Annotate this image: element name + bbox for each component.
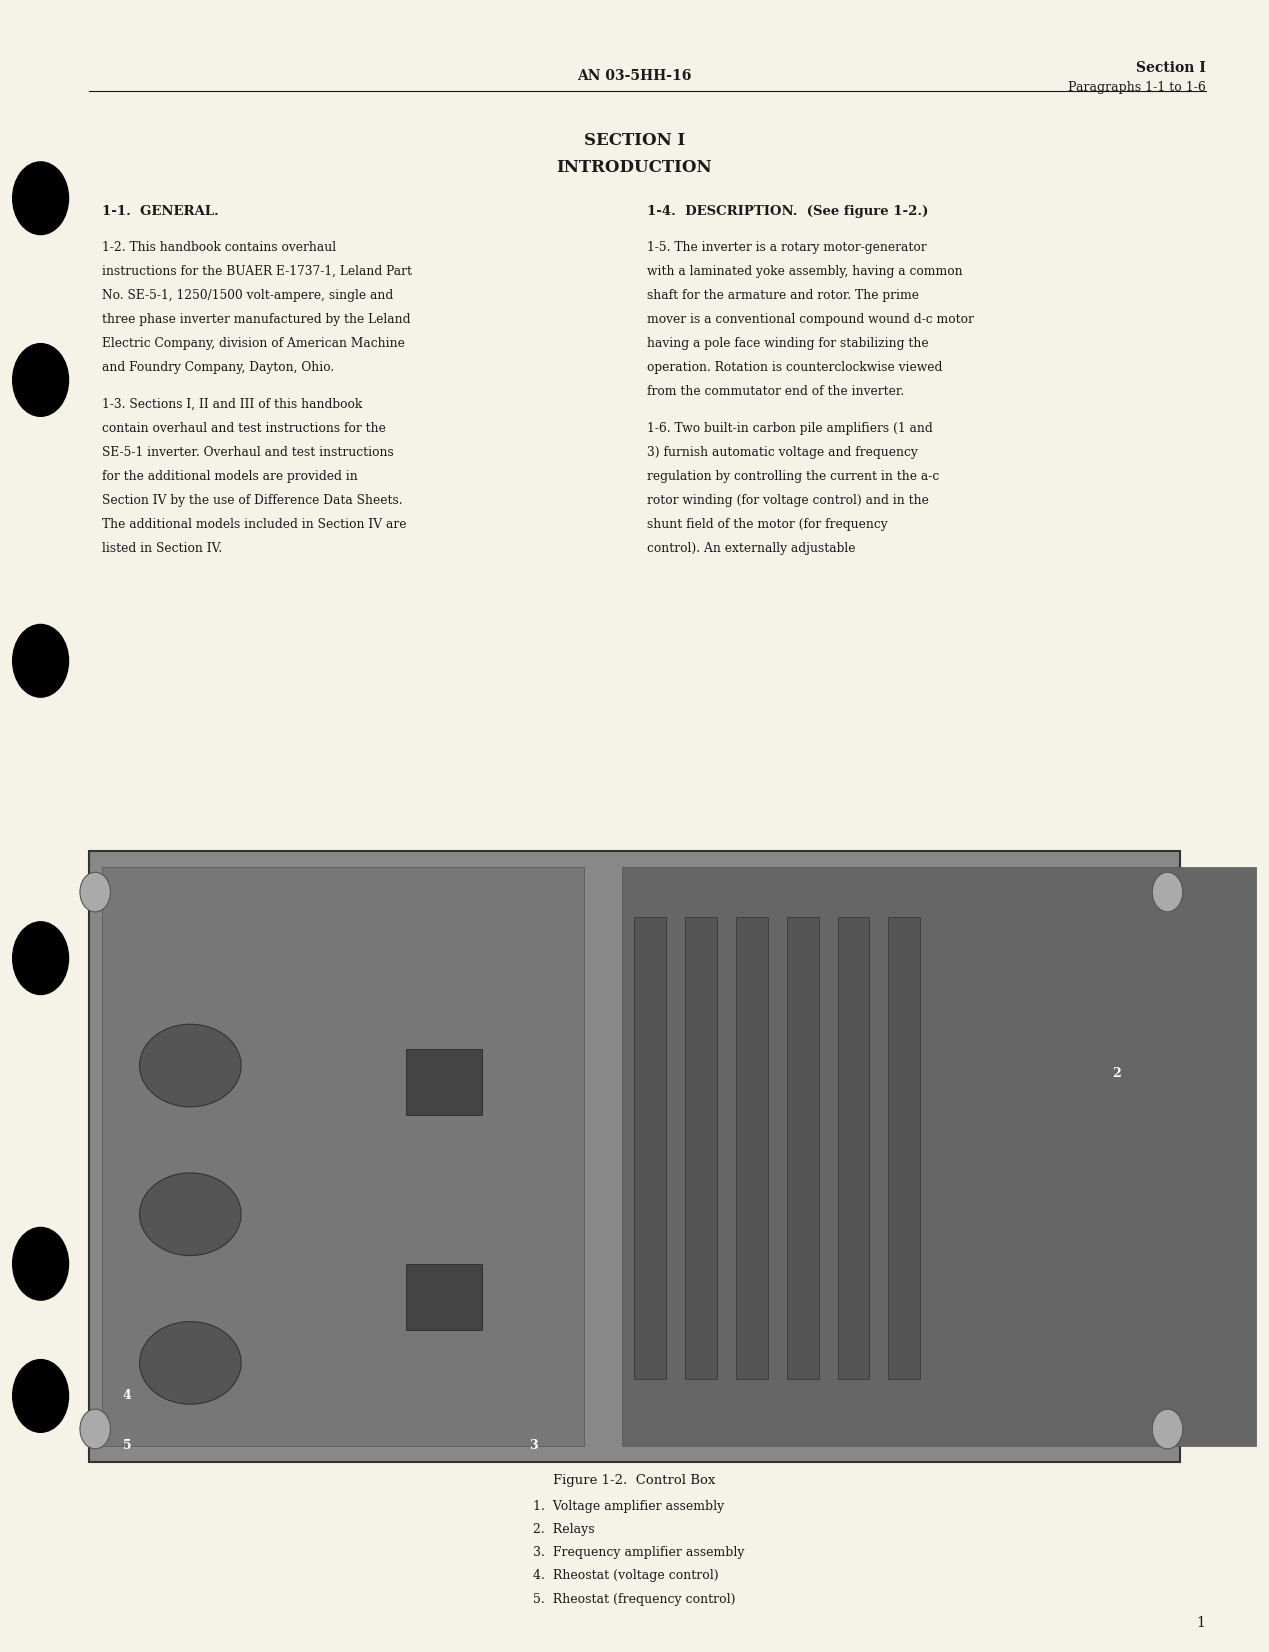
Text: 1: 1 — [1197, 1616, 1206, 1629]
Text: 1-3. Sections I, II and III of this handbook: 1-3. Sections I, II and III of this hand… — [102, 398, 362, 411]
Text: 3.  Frequency amplifier assembly: 3. Frequency amplifier assembly — [533, 1546, 745, 1559]
Ellipse shape — [140, 1322, 241, 1404]
Text: control). An externally adjustable: control). An externally adjustable — [647, 542, 855, 555]
Text: No. SE-5-1, 1250/1500 volt-ampere, single and: No. SE-5-1, 1250/1500 volt-ampere, singl… — [102, 289, 393, 302]
Circle shape — [13, 1227, 69, 1300]
Text: 1.  Voltage amplifier assembly: 1. Voltage amplifier assembly — [533, 1500, 725, 1513]
Text: INTRODUCTION: INTRODUCTION — [557, 159, 712, 175]
Text: 3: 3 — [529, 1439, 537, 1452]
Text: Figure 1-2.  Control Box: Figure 1-2. Control Box — [553, 1474, 716, 1487]
Text: and Foundry Company, Dayton, Ohio.: and Foundry Company, Dayton, Ohio. — [102, 360, 334, 373]
Text: 4.  Rheostat (voltage control): 4. Rheostat (voltage control) — [533, 1569, 718, 1583]
Text: mover is a conventional compound wound d-c motor: mover is a conventional compound wound d… — [647, 312, 975, 325]
Text: shaft for the armature and rotor. The prime: shaft for the armature and rotor. The pr… — [647, 289, 919, 302]
Circle shape — [13, 922, 69, 995]
Text: 3) furnish automatic voltage and frequency: 3) furnish automatic voltage and frequen… — [647, 446, 917, 459]
Text: rotor winding (for voltage control) and in the: rotor winding (for voltage control) and … — [647, 494, 929, 507]
Circle shape — [13, 344, 69, 416]
Text: for the additional models are provided in: for the additional models are provided i… — [102, 469, 358, 482]
Bar — [634, 917, 666, 1379]
FancyBboxPatch shape — [102, 867, 584, 1446]
Circle shape — [13, 162, 69, 235]
Text: Section IV by the use of Difference Data Sheets.: Section IV by the use of Difference Data… — [102, 494, 402, 507]
Text: The additional models included in Section IV are: The additional models included in Sectio… — [102, 517, 406, 530]
Text: SECTION I: SECTION I — [584, 132, 685, 149]
Bar — [406, 1049, 482, 1115]
Text: 1-4.  DESCRIPTION.  (See figure 1-2.): 1-4. DESCRIPTION. (See figure 1-2.) — [647, 205, 929, 218]
Text: having a pole face winding for stabilizing the: having a pole face winding for stabilizi… — [647, 337, 929, 350]
Text: shunt field of the motor (for frequency: shunt field of the motor (for frequency — [647, 517, 888, 530]
Circle shape — [80, 872, 110, 912]
Text: three phase inverter manufactured by the Leland: three phase inverter manufactured by the… — [102, 312, 410, 325]
Text: SE-5-1 inverter. Overhaul and test instructions: SE-5-1 inverter. Overhaul and test instr… — [102, 446, 393, 459]
Circle shape — [13, 1360, 69, 1432]
Text: with a laminated yoke assembly, having a common: with a laminated yoke assembly, having a… — [647, 264, 963, 278]
Bar — [406, 1264, 482, 1330]
Circle shape — [1152, 872, 1183, 912]
Text: Section I: Section I — [1136, 61, 1206, 74]
FancyBboxPatch shape — [89, 851, 1180, 1462]
Text: 1-2. This handbook contains overhaul: 1-2. This handbook contains overhaul — [102, 241, 335, 254]
Circle shape — [13, 624, 69, 697]
Text: 1-1.  GENERAL.: 1-1. GENERAL. — [102, 205, 218, 218]
Bar — [787, 917, 819, 1379]
Text: 5: 5 — [123, 1439, 131, 1452]
Ellipse shape — [140, 1024, 241, 1107]
Circle shape — [80, 1409, 110, 1449]
Text: 2: 2 — [1113, 1067, 1121, 1080]
Ellipse shape — [140, 1173, 241, 1256]
Circle shape — [1152, 1409, 1183, 1449]
Text: 1-5. The inverter is a rotary motor-generator: 1-5. The inverter is a rotary motor-gene… — [647, 241, 926, 254]
Text: 1-6. Two built-in carbon pile amplifiers (1 and: 1-6. Two built-in carbon pile amplifiers… — [647, 421, 933, 434]
FancyBboxPatch shape — [622, 867, 1256, 1446]
Text: 5.  Rheostat (frequency control): 5. Rheostat (frequency control) — [533, 1593, 736, 1606]
Text: Paragraphs 1-1 to 1-6: Paragraphs 1-1 to 1-6 — [1067, 81, 1206, 94]
Text: regulation by controlling the current in the a-c: regulation by controlling the current in… — [647, 469, 939, 482]
Text: listed in Section IV.: listed in Section IV. — [102, 542, 222, 555]
Text: operation. Rotation is counterclockwise viewed: operation. Rotation is counterclockwise … — [647, 360, 943, 373]
Text: contain overhaul and test instructions for the: contain overhaul and test instructions f… — [102, 421, 386, 434]
Text: 2.  Relays: 2. Relays — [533, 1523, 595, 1536]
Text: AN 03-5HH-16: AN 03-5HH-16 — [577, 69, 692, 83]
Bar — [888, 917, 920, 1379]
Bar — [736, 917, 768, 1379]
Bar — [838, 917, 869, 1379]
Text: Electric Company, division of American Machine: Electric Company, division of American M… — [102, 337, 405, 350]
Text: instructions for the BUAER E-1737-1, Leland Part: instructions for the BUAER E-1737-1, Lel… — [102, 264, 411, 278]
Bar — [685, 917, 717, 1379]
Text: 4: 4 — [123, 1389, 131, 1403]
Text: from the commutator end of the inverter.: from the commutator end of the inverter. — [647, 385, 905, 398]
